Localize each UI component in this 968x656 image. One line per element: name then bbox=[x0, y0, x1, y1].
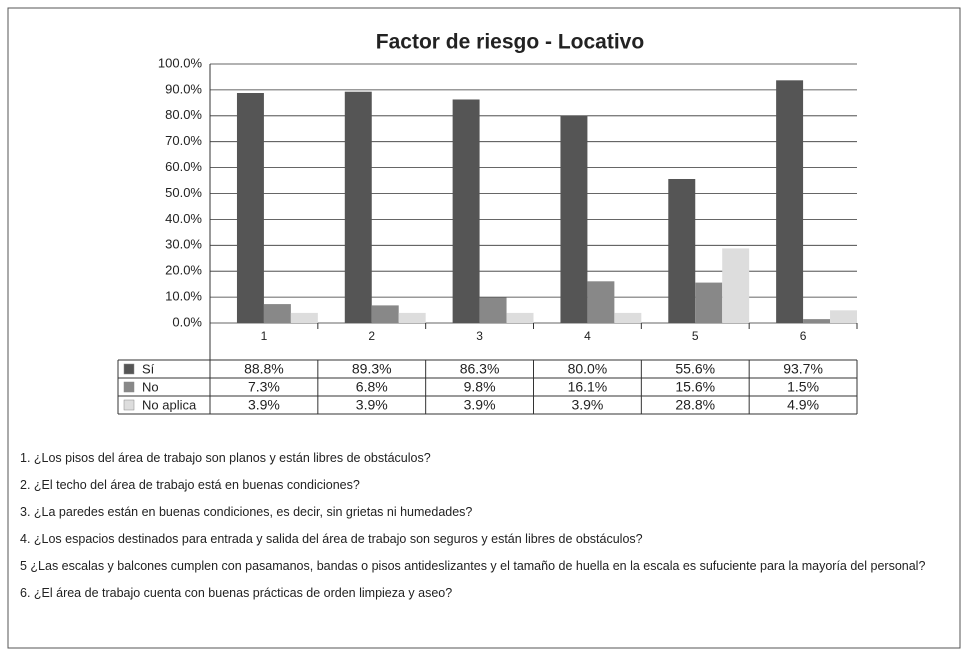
table-cell: 7.3% bbox=[248, 379, 280, 395]
bar bbox=[695, 282, 723, 323]
x-tick-label: 1 bbox=[261, 329, 268, 343]
y-tick-label: 30.0% bbox=[165, 237, 202, 252]
table-cell: 3.9% bbox=[356, 397, 388, 413]
bar bbox=[506, 312, 534, 323]
bar bbox=[371, 305, 399, 323]
y-tick-label: 40.0% bbox=[165, 211, 202, 226]
y-tick-label: 90.0% bbox=[165, 81, 202, 96]
bar bbox=[722, 248, 750, 323]
bar bbox=[614, 312, 642, 323]
table-cell: 3.9% bbox=[248, 397, 280, 413]
y-tick-label: 20.0% bbox=[165, 263, 202, 278]
legend-label: No aplica bbox=[142, 397, 197, 412]
table-cell: 93.7% bbox=[783, 361, 823, 377]
legend-swatch bbox=[123, 399, 135, 411]
bar bbox=[803, 319, 831, 323]
question: 4. ¿Los espacios destinados para entrada… bbox=[20, 532, 643, 546]
frame bbox=[7, 7, 961, 649]
bar bbox=[479, 297, 507, 323]
y-tick-label: 50.0% bbox=[165, 185, 202, 200]
bar bbox=[452, 99, 480, 323]
x-tick-label: 6 bbox=[800, 329, 807, 343]
y-tick-label: 60.0% bbox=[165, 159, 202, 174]
legend-swatch bbox=[123, 381, 135, 393]
table-cell: 88.8% bbox=[244, 361, 284, 377]
table-cell: 55.6% bbox=[675, 361, 715, 377]
question: 6. ¿El área de trabajo cuenta con buenas… bbox=[20, 586, 453, 600]
table-cell: 4.9% bbox=[787, 397, 819, 413]
table-cell: 28.8% bbox=[675, 397, 715, 413]
table-cell: 3.9% bbox=[464, 397, 496, 413]
table-cell: 1.5% bbox=[787, 379, 819, 395]
bar bbox=[236, 93, 264, 324]
table-cell: 86.3% bbox=[460, 361, 500, 377]
y-tick-label: 0.0% bbox=[172, 314, 202, 329]
bar bbox=[587, 281, 615, 323]
bar bbox=[290, 312, 318, 323]
table-cell: 89.3% bbox=[352, 361, 392, 377]
y-tick-label: 70.0% bbox=[165, 133, 202, 148]
y-tick-label: 100.0% bbox=[158, 55, 203, 70]
table-cell: 80.0% bbox=[568, 361, 608, 377]
chart-title: Factor de riesgo - Locativo bbox=[376, 31, 644, 54]
table-cell: 3.9% bbox=[571, 397, 603, 413]
bar bbox=[776, 80, 804, 323]
question-list: 1. ¿Los pisos del área de trabajo son pl… bbox=[20, 450, 940, 612]
bar bbox=[560, 115, 588, 323]
table-cell: 9.8% bbox=[464, 379, 496, 395]
question: 2. ¿El techo del área de trabajo está en… bbox=[20, 478, 360, 492]
legend-label: No bbox=[142, 379, 159, 394]
table-cell: 15.6% bbox=[675, 379, 715, 395]
x-tick-label: 5 bbox=[692, 329, 699, 343]
x-tick-label: 2 bbox=[368, 329, 375, 343]
table-cell: 16.1% bbox=[568, 379, 608, 395]
question: 5 ¿Las escalas y balcones cumplen con pa… bbox=[20, 559, 926, 573]
bar bbox=[830, 310, 857, 323]
question: 1. ¿Los pisos del área de trabajo son pl… bbox=[20, 451, 431, 465]
bar bbox=[668, 178, 696, 323]
bar bbox=[263, 304, 291, 323]
question: 3. ¿La paredes están en buenas condicion… bbox=[20, 505, 473, 519]
x-tick-label: 4 bbox=[584, 329, 591, 343]
legend-label: Sí bbox=[142, 361, 155, 376]
legend-swatch bbox=[123, 363, 135, 375]
y-tick-label: 10.0% bbox=[165, 289, 202, 304]
bar bbox=[344, 91, 372, 323]
y-tick-label: 80.0% bbox=[165, 107, 202, 122]
x-tick-label: 3 bbox=[476, 329, 483, 343]
bar bbox=[398, 312, 426, 323]
table-cell: 6.8% bbox=[356, 379, 388, 395]
